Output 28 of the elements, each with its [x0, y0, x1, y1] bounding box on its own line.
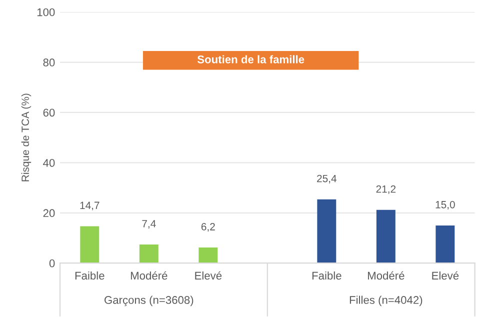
y-axis-title: Risque de TCA (%)	[21, 94, 32, 182]
bar	[317, 199, 336, 264]
data-label: 25,4	[317, 174, 336, 184]
y-tick-label: 80	[43, 58, 55, 66]
x-tick-label: Modéré	[130, 271, 168, 280]
y-tick-label: 100	[37, 8, 55, 16]
x-tick-label: Faible	[75, 271, 104, 280]
y-tick-label: 40	[43, 158, 55, 167]
data-label: 6,2	[201, 223, 215, 232]
annotation: Soutien de la famille	[197, 55, 304, 64]
bar	[80, 226, 100, 264]
y-tick-label: 20	[43, 209, 55, 218]
x-tick-label: Elevé	[195, 271, 222, 280]
text: Garçons (n=3608)	[104, 296, 194, 306]
data-label: 21,2	[376, 185, 396, 194]
data-label: 14,7	[80, 202, 100, 210]
x-tick-label: Modéré	[368, 271, 404, 280]
x-tick-label: Faible	[312, 271, 342, 280]
data-label: 15,0	[436, 200, 455, 210]
bar	[198, 248, 218, 264]
text: Filles (n=4042)	[350, 296, 422, 306]
bar	[436, 225, 455, 264]
x-tick-label: Elevé	[432, 271, 459, 280]
y-tick-label: 0	[49, 259, 55, 268]
bar	[376, 210, 396, 264]
y-tick-label: 60	[43, 108, 55, 117]
bar	[139, 244, 158, 264]
data-label: 7,4	[142, 220, 156, 229]
